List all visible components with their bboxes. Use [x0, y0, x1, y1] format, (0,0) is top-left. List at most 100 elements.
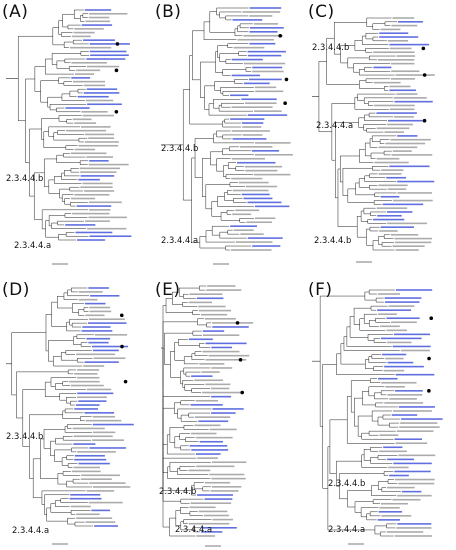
taxon-label — [93, 357, 126, 360]
taxon-label — [199, 363, 225, 365]
taxon-label — [242, 134, 263, 136]
taxon-label — [252, 70, 284, 73]
taxon-label — [196, 535, 216, 537]
taxon-label — [392, 150, 412, 152]
taxon-label — [204, 317, 236, 320]
taxon-label — [242, 11, 281, 13]
taxon-label — [212, 461, 247, 464]
taxon-label — [81, 24, 113, 26]
taxon-label — [70, 152, 107, 155]
taxon-label — [85, 314, 105, 317]
taxon-label — [379, 450, 407, 453]
taxon-label — [195, 453, 221, 455]
taxon-label — [92, 415, 116, 418]
taxon-label — [386, 176, 407, 179]
clade-label-2344a: 2.3.4.4.a — [12, 525, 50, 535]
taxon-label — [385, 142, 426, 145]
taxon-label — [209, 473, 245, 476]
taxon-label — [398, 482, 435, 485]
taxon-label — [241, 122, 264, 124]
taxon-label — [85, 20, 110, 23]
taxon-label — [188, 522, 230, 525]
panel-d: (D) 2.3.4.4.b 2.3.4.4.a — [0, 278, 148, 548]
taxon-label — [389, 165, 430, 168]
taxon-label — [195, 436, 233, 439]
taxon-label — [386, 531, 424, 533]
taxon-label — [395, 478, 435, 481]
taxon-label — [211, 412, 236, 414]
taxon-label — [379, 506, 400, 509]
panel-e: (E) 2.3.4.4.b 2.3.4.4.a — [153, 278, 301, 548]
taxon-label — [88, 216, 127, 219]
taxon-label — [383, 446, 403, 449]
taxon-label — [247, 201, 282, 204]
taxon-label — [204, 498, 233, 500]
tree-e — [161, 285, 254, 547]
taxon-label — [382, 203, 424, 206]
taxon-label — [232, 213, 252, 216]
taxon-label — [194, 416, 231, 418]
taxon-label — [74, 73, 95, 75]
taxon-label — [238, 181, 269, 184]
taxon-label — [88, 322, 127, 324]
taxon-label — [89, 50, 127, 53]
taxon-label — [79, 167, 121, 170]
taxon-label — [394, 535, 433, 537]
taxon-label — [237, 38, 274, 41]
taxon-label — [77, 369, 99, 371]
taxon-label — [396, 55, 416, 57]
taxon-label — [398, 406, 435, 408]
taxon-label — [395, 390, 423, 392]
taxon-label — [391, 24, 418, 27]
tree-a — [6, 9, 132, 265]
taxon-label — [240, 233, 264, 235]
taxon-label — [387, 123, 413, 126]
taxon-label — [198, 309, 232, 312]
taxon-label — [78, 178, 100, 181]
taxon-label — [397, 523, 432, 525]
taxon-label — [231, 177, 263, 180]
taxon-label — [249, 27, 284, 29]
taxon-label — [84, 302, 106, 305]
taxon-label — [211, 346, 233, 349]
taxon-label — [233, 229, 254, 231]
taxon-label — [72, 212, 110, 215]
taxon-label — [251, 150, 280, 152]
taxon-label — [378, 377, 398, 380]
taxon-label — [83, 92, 120, 94]
taxon-label — [212, 322, 254, 324]
taxon-label — [70, 46, 112, 49]
taxon-label — [198, 420, 229, 423]
taxon-label — [91, 509, 110, 512]
taxon-label — [76, 353, 116, 356]
taxon-label — [233, 46, 265, 49]
panel-c: (C) 2.3.4.4.b 2.3.4.4.a 2.3.4.4.b — [306, 0, 454, 270]
taxon-label — [384, 131, 405, 133]
taxon-label — [389, 398, 417, 400]
taxon-label — [89, 43, 130, 45]
taxon-label — [381, 502, 409, 505]
clade-label-2344b: 2.3.4.4.b — [161, 143, 199, 153]
taxon-label — [84, 412, 115, 414]
taxon-label — [386, 317, 420, 320]
taxon-label — [77, 451, 116, 453]
taxon-label — [230, 118, 265, 120]
taxon-label — [196, 297, 224, 300]
taxon-label — [89, 447, 126, 449]
taxon-label — [201, 531, 223, 533]
taxon-label — [201, 527, 237, 529]
taxon-label — [388, 119, 423, 122]
taxon-label — [378, 184, 408, 187]
taxon-label — [379, 36, 419, 38]
taxon-label — [74, 28, 104, 30]
taxon-label — [202, 391, 244, 394]
taxon-label — [244, 165, 283, 168]
taxon-label — [254, 110, 282, 112]
taxon-label — [89, 235, 132, 238]
taxon-label — [74, 122, 97, 124]
taxon-label — [378, 511, 403, 513]
taxon-label — [202, 330, 225, 332]
clade-label-2344b: 2.3.4.4.b — [312, 42, 350, 52]
taxon-label — [89, 160, 109, 162]
taxon-label — [76, 513, 100, 516]
